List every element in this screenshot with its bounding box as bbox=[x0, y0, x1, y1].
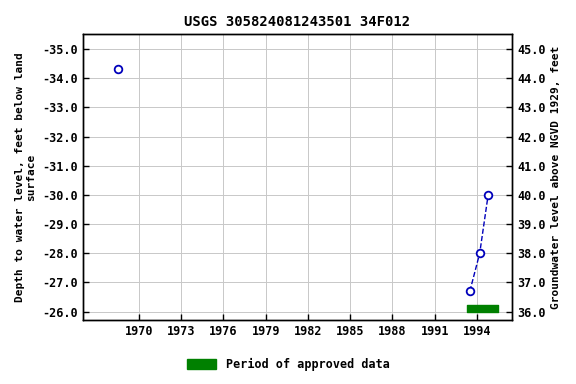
Title: USGS 305824081243501 34F012: USGS 305824081243501 34F012 bbox=[184, 15, 411, 29]
Y-axis label: Depth to water level, feet below land
surface: Depth to water level, feet below land su… bbox=[15, 53, 37, 302]
Legend: Period of approved data: Period of approved data bbox=[182, 354, 394, 376]
Y-axis label: Groundwater level above NGVD 1929, feet: Groundwater level above NGVD 1929, feet bbox=[551, 46, 561, 309]
